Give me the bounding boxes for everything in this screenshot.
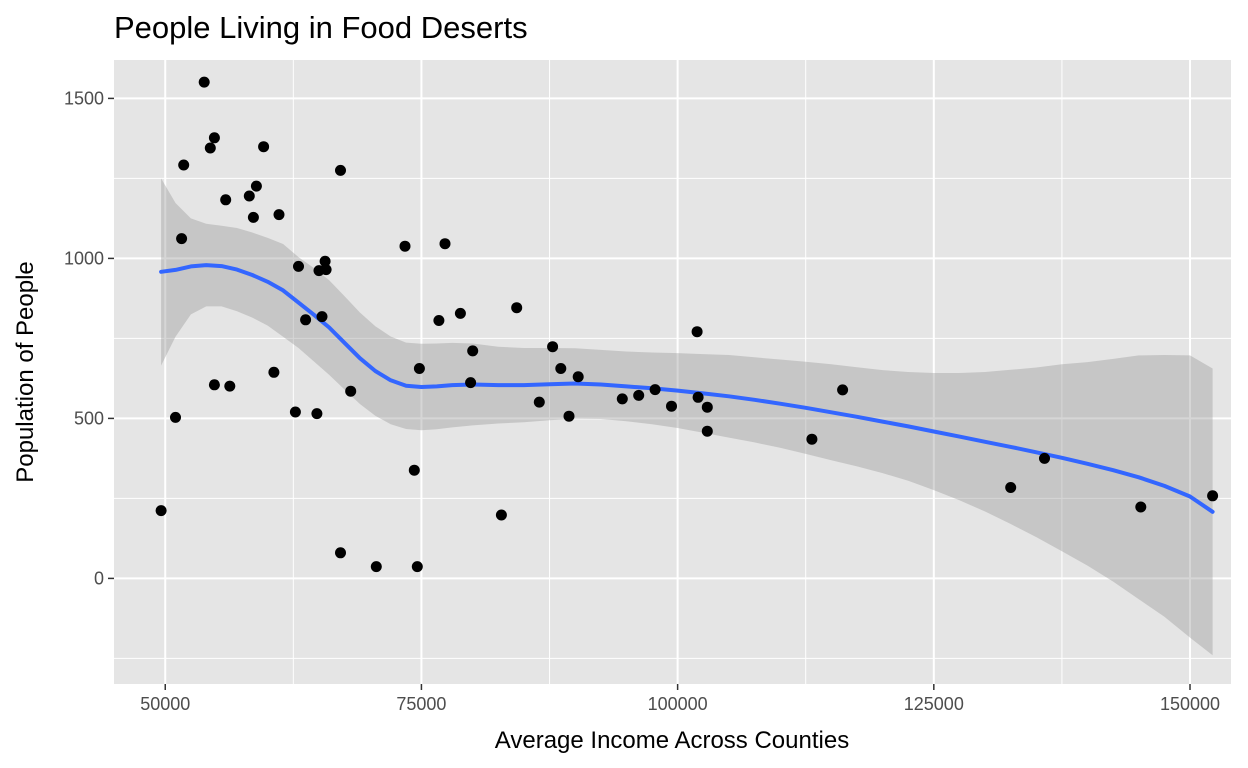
data-point bbox=[691, 326, 703, 338]
x-tick-label: 125000 bbox=[904, 694, 964, 714]
data-point bbox=[243, 190, 255, 202]
x-tick-label: 50000 bbox=[140, 694, 190, 714]
data-point bbox=[547, 341, 559, 353]
data-point bbox=[511, 302, 523, 314]
data-point bbox=[616, 393, 628, 405]
data-point bbox=[273, 209, 285, 221]
data-point bbox=[1039, 452, 1050, 464]
data-point bbox=[335, 164, 346, 176]
data-point bbox=[316, 311, 328, 323]
data-point bbox=[701, 425, 713, 437]
data-point bbox=[319, 255, 331, 267]
data-point bbox=[649, 384, 661, 396]
data-point bbox=[1207, 490, 1219, 502]
data-point bbox=[178, 159, 190, 171]
data-point bbox=[408, 464, 420, 476]
data-point bbox=[204, 142, 216, 154]
data-point bbox=[533, 396, 545, 408]
data-point bbox=[439, 238, 451, 250]
data-points bbox=[155, 76, 1219, 573]
grid-minor bbox=[114, 60, 1231, 684]
data-point bbox=[155, 505, 167, 517]
data-point bbox=[268, 366, 280, 378]
x-tick-label: 150000 bbox=[1160, 694, 1220, 714]
data-point bbox=[300, 314, 312, 326]
data-point bbox=[692, 391, 704, 403]
data-point bbox=[411, 561, 423, 573]
data-point bbox=[633, 389, 645, 401]
plot-panel bbox=[114, 60, 1231, 684]
data-point bbox=[806, 433, 818, 445]
data-point bbox=[311, 408, 323, 420]
data-point bbox=[208, 379, 220, 391]
y-tick-label: 1000 bbox=[64, 248, 104, 268]
data-point bbox=[454, 307, 466, 319]
data-point bbox=[563, 410, 575, 422]
x-axis: 50000 75000 100000 125000 150000 bbox=[140, 684, 1220, 714]
x-tick-label: 75000 bbox=[396, 694, 446, 714]
x-tick-label: 100000 bbox=[648, 694, 708, 714]
smooth-line-group bbox=[159, 263, 1215, 514]
data-point bbox=[1135, 501, 1147, 513]
data-point bbox=[289, 406, 301, 418]
data-point bbox=[224, 380, 236, 392]
y-axis-title: Population of People bbox=[12, 261, 39, 483]
y-tick-label: 500 bbox=[74, 408, 104, 428]
data-point bbox=[555, 363, 567, 374]
y-axis: 0 500 1000 1500 bbox=[64, 88, 114, 588]
y-tick-label: 0 bbox=[94, 568, 104, 588]
confidence-band-area bbox=[161, 178, 1213, 656]
data-point bbox=[335, 547, 346, 559]
data-point bbox=[433, 315, 445, 326]
x-axis-title: Average Income Across Counties bbox=[495, 727, 849, 754]
data-point bbox=[399, 240, 411, 252]
data-point bbox=[465, 377, 477, 389]
data-point bbox=[258, 141, 270, 153]
confidence-band bbox=[161, 178, 1213, 656]
data-point bbox=[666, 400, 677, 412]
data-point bbox=[250, 180, 262, 192]
data-point bbox=[1005, 482, 1017, 493]
data-point bbox=[413, 363, 425, 374]
chart-title: People Living in Food Deserts bbox=[114, 10, 528, 45]
data-point bbox=[198, 76, 210, 88]
data-point bbox=[293, 260, 304, 272]
data-point bbox=[701, 401, 713, 413]
data-point bbox=[176, 233, 188, 245]
y-tick-label: 1500 bbox=[64, 88, 104, 108]
data-point bbox=[467, 345, 479, 357]
data-point bbox=[170, 411, 181, 423]
data-point bbox=[247, 211, 259, 223]
data-point bbox=[837, 384, 849, 396]
data-point bbox=[495, 509, 507, 521]
data-point bbox=[220, 194, 232, 206]
data-point bbox=[370, 561, 382, 573]
data-point bbox=[208, 132, 220, 144]
data-point bbox=[345, 385, 357, 397]
data-point bbox=[320, 264, 332, 276]
smooth-line bbox=[159, 263, 1215, 514]
data-point bbox=[572, 371, 584, 383]
